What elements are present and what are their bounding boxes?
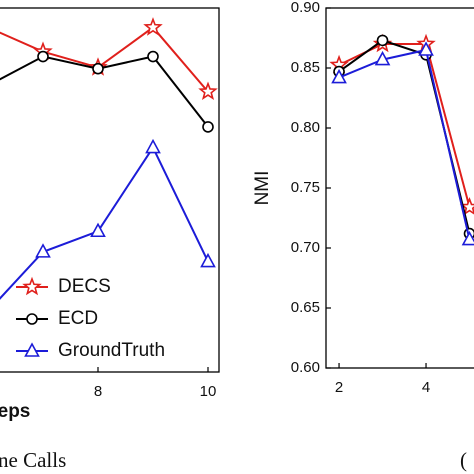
legend-label: GroundTruth: [58, 340, 165, 361]
x-tick-label: 4: [422, 379, 430, 396]
marker: [145, 138, 161, 154]
caption: ne Calls: [0, 448, 66, 472]
caption: (: [460, 448, 467, 472]
marker: [202, 121, 214, 133]
marker: [374, 50, 391, 66]
marker: [461, 230, 474, 246]
legend-marker: [24, 342, 40, 357]
y-tick-label: 0.60: [291, 359, 320, 376]
y-tick-label: 0.65: [291, 299, 320, 316]
marker: [200, 252, 216, 268]
marker: [331, 68, 347, 84]
marker: [376, 34, 389, 47]
y-axis-label: NMI: [252, 171, 273, 206]
series-line: [0, 26, 209, 93]
series-line: [338, 43, 471, 208]
legend-marker: [26, 313, 38, 325]
x-tick-label: 8: [94, 383, 102, 400]
marker: [37, 50, 49, 63]
x-tick-label: 2: [335, 379, 343, 396]
y-tick-label: 0.70: [291, 239, 320, 256]
y-tick-label: 0.90: [291, 0, 320, 16]
marker: [143, 17, 163, 36]
plot-frame: [0, 7, 220, 373]
marker: [459, 196, 474, 216]
marker: [198, 81, 218, 101]
marker: [92, 62, 104, 75]
x-axis-label: eps: [0, 401, 30, 422]
y-tick-label: 0.75: [291, 179, 320, 196]
y-tick-label: 0.85: [291, 59, 320, 76]
series-line: [338, 48, 471, 240]
marker: [90, 222, 106, 238]
series-line: [0, 55, 209, 128]
legend-label: DECS: [58, 276, 111, 297]
marker: [147, 50, 159, 63]
legend-marker: [22, 276, 42, 296]
marker: [418, 41, 434, 56]
y-tick-label: 0.80: [291, 119, 320, 136]
marker: [35, 243, 51, 258]
x-tick-label: 10: [200, 383, 217, 400]
legend-label: ECD: [58, 308, 98, 329]
